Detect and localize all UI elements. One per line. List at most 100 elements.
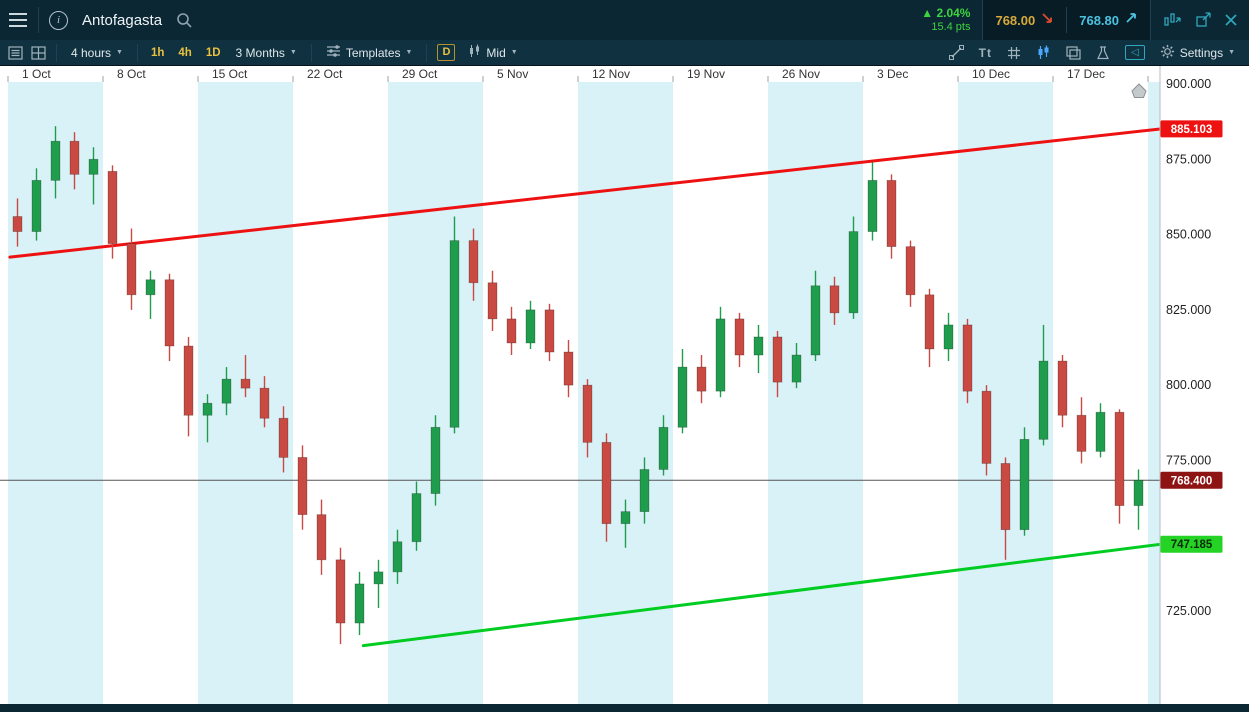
candle-body[interactable] [259,387,270,419]
templates-dropdown[interactable]: Templates ▼ [322,43,417,62]
gridlines-icon[interactable] [1007,46,1021,60]
quick-interval-4h[interactable]: 4h [178,46,192,59]
candle-body[interactable] [1114,411,1125,507]
candle-body[interactable] [12,216,23,232]
candle-body[interactable] [373,571,384,585]
popout-chart-icon[interactable] [1163,12,1181,28]
candle-body[interactable] [50,140,61,181]
candle-body[interactable] [430,426,441,494]
support-trendline[interactable] [361,542,1163,648]
candle-body[interactable] [848,231,859,314]
candle-body[interactable] [69,140,80,175]
close-icon[interactable] [1225,14,1237,26]
candle-body[interactable] [886,179,897,248]
candle-body[interactable] [791,354,802,383]
candle-body[interactable] [487,282,498,320]
candle-body[interactable] [639,469,650,513]
price-badge [1160,535,1223,553]
candle-body[interactable] [335,559,346,624]
candle-body[interactable] [1000,463,1011,531]
candle-body[interactable] [411,493,422,543]
candle-body[interactable] [1095,411,1106,452]
candle-body[interactable] [354,583,365,624]
candle-body[interactable] [924,294,935,350]
candle-body[interactable] [582,384,593,443]
trendline-tool-icon[interactable] [948,45,964,60]
candle-body[interactable] [620,511,631,525]
change-up-triangle-icon: ▲ [921,6,934,21]
candle-body[interactable] [240,378,251,389]
y-axis-panel[interactable] [1160,66,1249,704]
candle-body[interactable] [810,285,821,356]
candle-body[interactable] [449,240,460,428]
candle-body[interactable] [183,345,194,416]
candle-body[interactable] [772,336,783,383]
resistance-trendline[interactable] [8,127,1163,259]
interval-dropdown[interactable]: 4 hours ▼ [67,44,127,62]
change-percent: 2.04% [936,6,971,21]
candle-body[interactable] [525,309,536,344]
candle-body[interactable] [1019,438,1030,531]
candle-body[interactable] [1038,360,1049,440]
candle-body[interactable] [1133,479,1144,506]
candle-body[interactable] [943,324,954,350]
candle-body[interactable] [715,318,726,392]
candle-body[interactable] [202,402,213,416]
candle-body[interactable] [658,426,669,470]
quick-interval-1d[interactable]: 1D [205,46,221,59]
candle-body[interactable] [981,390,992,464]
y-axis-label: 900.000 [1166,77,1211,91]
candle-body[interactable] [1057,360,1068,416]
open-new-window-icon[interactable] [1195,12,1211,28]
candle-body[interactable] [126,243,137,296]
candle-body[interactable] [31,179,42,232]
candle-body[interactable] [829,285,840,314]
price-mode-dropdown[interactable]: Mid ▼ [463,42,521,63]
candle-body[interactable] [696,366,707,392]
candlestick-chart-type-icon[interactable] [1036,45,1051,60]
candle-body[interactable] [506,318,517,344]
candle-body[interactable] [88,158,99,175]
candle-body[interactable] [316,514,327,561]
menu-icon[interactable] [8,12,28,28]
y-axis-label: 825.000 [1166,303,1211,317]
previous-view-icon[interactable]: ◁ [1125,45,1145,60]
candle-body[interactable] [392,541,403,573]
text-tool-icon[interactable]: Tt [978,45,992,60]
candle-body[interactable] [734,318,745,356]
candle-body[interactable] [905,246,916,296]
candle-body[interactable] [601,441,612,525]
quick-interval-1h[interactable]: 1h [150,46,165,59]
candle-body[interactable] [164,279,175,347]
search-icon[interactable] [176,12,192,28]
panes-icon[interactable] [1066,45,1081,60]
scroll-marker-icon[interactable] [1131,83,1147,98]
candle-body[interactable] [677,366,688,428]
news-list-icon[interactable] [8,45,23,60]
info-icon[interactable]: i [49,10,68,30]
candle-body[interactable] [107,170,118,245]
candle-body[interactable] [278,417,289,458]
x-axis-label: 3 Dec [877,67,908,81]
candle-body[interactable] [297,457,308,516]
divider [426,43,428,62]
buy-price-button[interactable]: 768.80 [1067,0,1150,40]
grid-layout-icon[interactable] [31,45,46,60]
candle-body[interactable] [544,309,555,353]
candle-body[interactable] [221,378,232,404]
candle-body[interactable] [1076,414,1087,452]
candle-body[interactable] [145,279,156,296]
range-dropdown[interactable]: 3 Months ▼ [232,44,301,62]
flask-icon[interactable] [1096,45,1110,60]
candle-body[interactable] [753,336,764,356]
price-chart[interactable]: 1 Oct 8 Oct 15 Oct 22 Oct 29 Oct 5 Nov 12 Nov 1… [0,66,1249,704]
candle-body[interactable] [962,324,973,392]
week-band [958,82,1053,704]
chart-region[interactable]: 1 Oct 8 Oct 15 Oct 22 Oct 29 Oct 5 Nov 12 Nov 1… [0,66,1249,704]
candle-body[interactable] [468,240,479,284]
candle-body[interactable] [867,179,878,232]
daily-candle-mode-button[interactable]: D [437,44,456,61]
settings-dropdown[interactable]: Settings ▼ [1160,44,1235,62]
candle-body[interactable] [563,351,574,386]
sell-price-button[interactable]: 768.00 [983,0,1066,40]
